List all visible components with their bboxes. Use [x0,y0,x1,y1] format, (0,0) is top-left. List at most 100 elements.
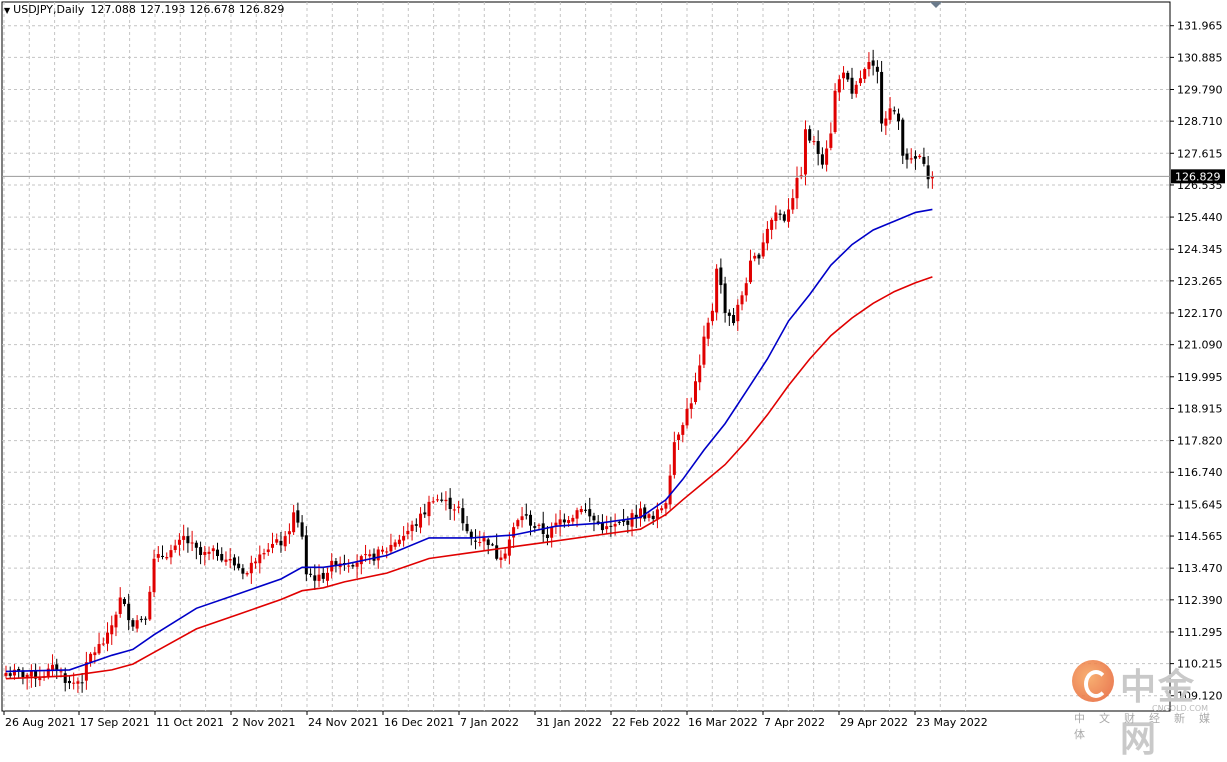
candle-body [245,573,249,575]
candle-body [820,154,824,165]
candle-body [660,508,664,511]
candle-body [194,542,198,548]
candle-body [190,542,194,544]
candle-body [127,603,131,621]
candle-body [490,544,494,546]
candle-body [584,509,588,511]
candle-body [419,513,423,528]
candle-body [63,673,67,683]
candle-body [38,678,42,681]
candle-body [72,682,76,684]
candle-body [393,542,397,547]
candle-body [397,539,401,545]
candle-body [562,519,566,523]
candle-body [651,515,655,520]
y-tick-label: 109.120 [1177,690,1223,703]
y-tick-label: 116.740 [1177,466,1223,479]
candle-body [833,90,837,133]
candle-body [609,525,613,527]
candle-body [317,574,321,581]
candle-body [753,255,757,259]
candle-body [846,72,850,80]
candle-body [313,575,317,581]
candle-body [431,501,435,503]
candle-body [672,442,676,475]
candle-body [275,539,279,543]
candle-body [791,198,795,210]
candle-body [567,520,571,523]
candle-body [909,158,913,160]
candle-body [579,509,583,513]
candle-body [837,79,841,93]
candle-body [850,77,854,94]
symbol-label: USDJPY,Daily [13,3,85,16]
x-tick-label: 16 Mar 2022 [688,716,758,729]
y-tick-label: 122.170 [1177,307,1223,320]
candle-body [156,554,160,558]
candle-body [880,71,884,124]
x-tick-label: 22 Feb 2022 [612,716,680,729]
candle-body [279,540,283,546]
candle-body [152,558,156,593]
candle-body [25,674,29,679]
candle-body [101,643,105,645]
candle-body [12,669,16,676]
candle-body [241,568,245,574]
candle-body [689,403,693,409]
candle-body [254,561,258,564]
candle-body [571,517,575,522]
candle-body [596,521,600,523]
candle-body [469,531,473,539]
candle-body [292,512,296,533]
candle-body [427,501,431,517]
candle-body [842,72,846,79]
y-tick-label: 128.710 [1177,115,1223,128]
brand-logo-icon [1072,660,1114,702]
candle-body [287,531,291,535]
candle-body [414,524,418,526]
candle-body [474,540,478,542]
candle-body [512,527,516,538]
collapse-triangle-icon[interactable]: ▼ [4,6,11,15]
candle-body [558,519,562,525]
candle-body [89,653,93,662]
candle-body [406,530,410,535]
candle-body [465,523,469,532]
price-chart[interactable]: 131.965130.885129.790128.710127.615126.5… [0,0,1227,732]
candle-body [774,212,778,221]
candle-body [499,557,503,561]
x-tick-label: 16 Dec 2021 [384,716,454,729]
candle-body [144,618,148,620]
candle-body [808,129,812,141]
candle-body [304,535,308,575]
candle-body [237,563,241,569]
candle-body [67,680,71,684]
y-tick-label: 110.215 [1177,658,1223,671]
candle-body [444,499,448,502]
candle-body [698,365,702,383]
candle-body [258,554,262,564]
candle-body [545,534,549,539]
candle-body [106,632,110,644]
candle-body [782,214,786,221]
high-value: 127.193 [139,3,186,16]
candle-body [334,561,338,567]
candle-body [795,178,799,199]
candle-body [617,521,621,523]
x-tick-label: 23 May 2022 [916,716,988,729]
candle-body [710,310,714,322]
candle-body [685,408,689,426]
candle-body [550,526,554,538]
candle-body [17,669,21,672]
candle-body [554,522,558,526]
y-tick-label: 112.390 [1177,594,1223,607]
candle-body [655,509,659,519]
candle-body [135,620,139,629]
candle-body [918,155,922,158]
candle-body [389,544,393,552]
candle-body [926,165,930,180]
candle-body [351,565,355,567]
candle-body [452,509,456,511]
candle-body [262,553,266,555]
x-tick-label: 31 Jan 2022 [536,716,602,729]
